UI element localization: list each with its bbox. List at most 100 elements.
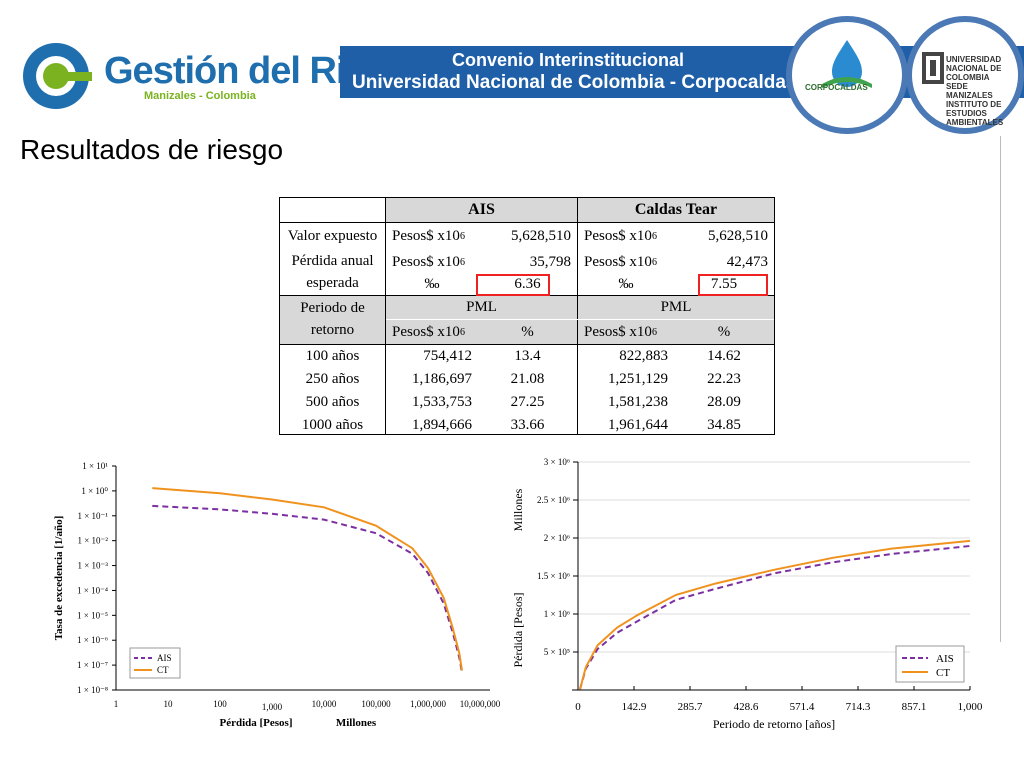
y-tick-label: 1 × 10⁻⁴ bbox=[77, 585, 108, 595]
ct-permil: 7.55 bbox=[710, 275, 738, 292]
unal-label: UNIVERSIDAD NACIONAL DE COLOMBIA SEDE MA… bbox=[946, 55, 1004, 127]
row-ais-pct: 21.08 bbox=[510, 371, 545, 387]
results-table: AIS Caldas Tear Valor expuesto Pesos$ x1… bbox=[279, 197, 775, 435]
exceedance-chart: 1 × 10¹ 1 × 10⁰ 1 × 10⁻¹ 1 × 10⁻² 1 × 10⁻³ 1 … bbox=[53, 461, 501, 729]
ais-valor: 5,628,510 bbox=[511, 227, 571, 244]
x-tick-label: 857.1 bbox=[902, 701, 927, 713]
y-tick-label: 1 × 10⁻⁷ bbox=[77, 660, 108, 670]
ct-perdida: 42,473 bbox=[726, 253, 768, 270]
x-tick-label: 428.6 bbox=[734, 701, 759, 713]
water-drop-icon bbox=[822, 40, 872, 88]
y-tick-label: 2.5 × 10⁶ bbox=[537, 495, 570, 505]
row-ct-pml: 822,883 bbox=[619, 348, 668, 364]
row-ais-pct: 27.25 bbox=[510, 394, 545, 410]
y-tick-label: 1 × 10⁻⁸ bbox=[77, 685, 108, 695]
y-tick-label: 1.5 × 10⁶ bbox=[537, 571, 570, 581]
ais-perdida: 35,798 bbox=[529, 253, 571, 270]
series-line-ct bbox=[152, 487, 463, 671]
permil-ais: ‰ bbox=[424, 275, 440, 292]
x-tick-label: 0 bbox=[575, 701, 581, 713]
x-tick-label: 100,000 bbox=[361, 699, 391, 709]
row-ais-pml: 1,533,753 bbox=[412, 394, 472, 410]
corpocaldas-label: CORPOCALDAS bbox=[805, 83, 868, 92]
row-ais-pml: 1,894,666 bbox=[412, 417, 472, 433]
row-periodo: 250 años bbox=[305, 371, 360, 387]
row-ct-pct: 14.62 bbox=[707, 348, 741, 364]
pml-ais: PML bbox=[466, 298, 497, 315]
row-ct-pml: 1,581,238 bbox=[608, 394, 668, 410]
divider bbox=[1000, 136, 1001, 642]
header-ct: Caldas Tear bbox=[634, 201, 718, 218]
y-tick-label: 1 × 10⁻² bbox=[77, 536, 108, 546]
header-ais: AIS bbox=[468, 201, 495, 218]
row-periodo: 100 años bbox=[305, 348, 360, 364]
permil-ct: ‰ bbox=[618, 275, 634, 292]
y-axis-label: Tasa de excedencia [1/año] bbox=[53, 516, 65, 641]
x-tick-label: 142.9 bbox=[622, 701, 647, 713]
row-ais-pct: 33.66 bbox=[510, 417, 545, 433]
y-tick-label: 2 × 10⁶ bbox=[544, 533, 570, 543]
pct-ct: % bbox=[717, 323, 731, 340]
x-tick-label: 100 bbox=[213, 699, 227, 709]
unit-ais-perdida: Pesos$ x10 6 bbox=[392, 253, 465, 270]
y-axis-label-units: Millones bbox=[511, 488, 525, 531]
row-ais-pml: 754,412 bbox=[423, 348, 472, 364]
corpocaldas-logo bbox=[786, 16, 908, 134]
highlight-ais bbox=[476, 274, 550, 296]
x-tick-label: 10,000,000 bbox=[460, 699, 501, 709]
unal-logo bbox=[906, 16, 1024, 134]
legend-label: AIS bbox=[936, 653, 954, 665]
x-tick-label: 1,000 bbox=[958, 701, 983, 713]
x-tick-label: 1,000 bbox=[262, 702, 283, 712]
pml-chart: 5 × 10⁵ 1 × 10⁶ 1.5 × 10⁶ 2 × 10⁶ 2.5 × 10⁶ 3… bbox=[511, 457, 983, 731]
x-tick-label: 571.4 bbox=[790, 701, 815, 713]
x-tick-label: 10 bbox=[164, 699, 174, 709]
row-ct-pct: 28.09 bbox=[707, 394, 741, 410]
highlight-ct bbox=[698, 274, 768, 296]
label-periodo-1: Periodo de bbox=[300, 299, 365, 316]
unit-ct-pml: Pesos$ x10 6 bbox=[584, 323, 657, 340]
ct-valor: 5,628,510 bbox=[708, 227, 768, 244]
banner-line1: Convenio Interinstitucional bbox=[452, 50, 685, 70]
row-ct-pml: 1,251,129 bbox=[608, 371, 668, 387]
pct-ais: % bbox=[521, 323, 534, 340]
row-ct-pct: 22.23 bbox=[707, 371, 741, 387]
legend-label: AIS bbox=[157, 653, 172, 663]
logo-subtitle: Manizales - Colombia bbox=[144, 90, 256, 102]
y-tick-label: 1 × 10⁻³ bbox=[77, 561, 108, 571]
y-tick-label: 3 × 10⁶ bbox=[544, 457, 570, 467]
label-periodo-2: retorno bbox=[310, 321, 355, 338]
unit-ct-perdida: Pesos$ x10 6 bbox=[584, 253, 657, 270]
legend-box bbox=[895, 645, 965, 683]
y-axis-label: Pérdida [Pesos] bbox=[511, 593, 525, 668]
x-tick-label: 1 bbox=[114, 699, 119, 709]
y-tick-label: 5 × 10⁵ bbox=[544, 647, 570, 657]
unit-ais-valor: Pesos$ x10 6 bbox=[392, 227, 465, 244]
series-line-ais bbox=[152, 504, 463, 673]
row-periodo: 1000 años bbox=[301, 417, 364, 433]
series-line-ct bbox=[579, 539, 971, 690]
y-tick-label: 1 × 10⁻⁶ bbox=[77, 635, 108, 645]
page-title: Resultados de riesgo bbox=[20, 134, 284, 165]
x-tick-label: 285.7 bbox=[678, 701, 703, 713]
banner-line2: Universidad Nacional de Colombia - Corpo… bbox=[352, 72, 797, 93]
y-tick-label: 1 × 10⁻¹ bbox=[77, 511, 108, 521]
y-tick-label: 1 × 10⁶ bbox=[544, 609, 570, 619]
unit-ct-valor: Pesos$ x10 6 bbox=[584, 227, 657, 244]
x-axis-label: Periodo de retorno [años] bbox=[713, 717, 835, 731]
legend-box bbox=[129, 647, 181, 679]
ais-permil: 6.36 bbox=[514, 275, 541, 292]
row-ais-pml: 1,186,697 bbox=[412, 371, 472, 387]
university-seal-icon bbox=[922, 52, 944, 84]
x-axis-label: Pérdida [Pesos] bbox=[219, 717, 292, 729]
logo-g-icon bbox=[20, 40, 92, 112]
x-axis-label-units: Millones bbox=[336, 717, 377, 729]
x-tick-label: 10,000 bbox=[312, 699, 337, 709]
row-ais-pct: 13.4 bbox=[514, 348, 541, 364]
y-tick-label: 1 × 10⁰ bbox=[81, 486, 108, 496]
row-periodo: 500 años bbox=[305, 394, 360, 410]
pml-ct: PML bbox=[660, 298, 692, 315]
legend-label: CT bbox=[157, 665, 169, 675]
x-tick-label: 1,000,000 bbox=[410, 699, 447, 709]
unit-ais-pml: Pesos$ x10 6 bbox=[392, 323, 465, 340]
